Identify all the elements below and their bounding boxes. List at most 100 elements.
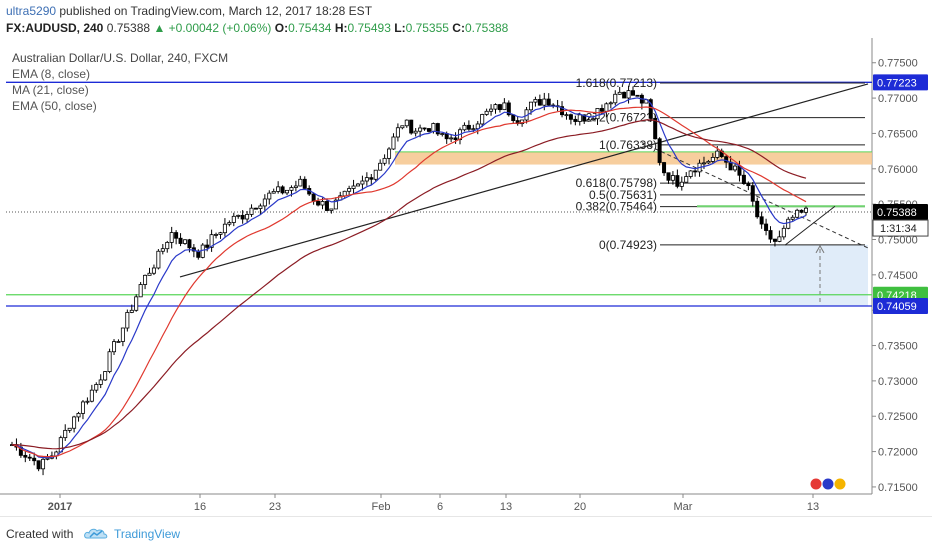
candle-body xyxy=(298,178,303,187)
event-marker-icon[interactable] xyxy=(809,477,823,491)
ema50-line xyxy=(11,119,807,450)
candle-body xyxy=(768,230,773,240)
candle-body xyxy=(222,223,227,234)
y-tick-label: 0.73000 xyxy=(878,376,918,388)
candle-body xyxy=(72,416,77,429)
candle-body xyxy=(582,114,587,122)
open-label: O: xyxy=(274,21,289,35)
fib-level-label: 0.618(0.75798) xyxy=(576,176,657,190)
close-label: C: xyxy=(452,21,465,35)
author-link[interactable]: ultra5290 xyxy=(6,4,57,18)
candle-body xyxy=(599,108,604,112)
candle-body xyxy=(178,237,183,244)
candle-body xyxy=(116,341,121,343)
candle-body xyxy=(795,209,800,218)
candle-body xyxy=(107,351,112,372)
legend-ma21[interactable]: MA (21, close) xyxy=(12,83,89,97)
candle-body xyxy=(604,103,609,112)
candle-body xyxy=(240,214,245,220)
ma21-line xyxy=(11,106,807,458)
candle-body xyxy=(333,199,338,210)
fib-level-label: 1.272(0.76723) xyxy=(576,111,657,125)
event-marker-icon[interactable] xyxy=(833,477,847,491)
candle-body xyxy=(267,192,272,200)
candle-body xyxy=(169,232,174,243)
countdown-text: 1:31:34 xyxy=(880,223,917,235)
candle-body xyxy=(205,244,210,248)
candle-body xyxy=(151,267,156,274)
candle-body xyxy=(236,214,241,217)
candle-body xyxy=(214,233,219,236)
candle-body xyxy=(94,384,99,391)
candle-body xyxy=(271,191,276,194)
x-tick-label: 6 xyxy=(437,501,443,513)
candle-body xyxy=(568,114,573,120)
candle-body xyxy=(617,91,622,95)
y-tick-label: 0.72000 xyxy=(878,447,918,459)
candle-body xyxy=(231,215,236,223)
candle-body xyxy=(471,128,476,131)
candle-body xyxy=(657,138,662,163)
fib-level-label: 0(0.74923) xyxy=(599,238,657,252)
candle-body xyxy=(187,239,192,249)
fib-level-label: 0.5(0.75631) xyxy=(589,188,657,202)
candle-body xyxy=(631,90,636,96)
candle-body xyxy=(759,216,764,225)
candle-body xyxy=(27,456,32,459)
event-marker-icon[interactable] xyxy=(821,477,835,491)
candle-body xyxy=(675,175,680,187)
candle-body xyxy=(684,176,689,183)
candle-body xyxy=(422,127,427,130)
candle-body xyxy=(728,161,733,171)
candle-body xyxy=(688,170,693,177)
candle-body xyxy=(533,99,538,103)
candle-body xyxy=(147,272,152,276)
fib-level-label: 1.618(0.77213) xyxy=(576,76,657,90)
candle-body xyxy=(679,181,684,187)
y-tick-label: 0.71500 xyxy=(878,482,918,494)
candle-body xyxy=(103,371,108,381)
candle-body xyxy=(750,185,755,202)
candle-body xyxy=(347,188,352,192)
close-value: 0.75388 xyxy=(464,21,509,35)
candle-body xyxy=(409,119,414,134)
candle-body xyxy=(32,457,37,462)
candle-body xyxy=(85,400,90,403)
candle-body xyxy=(316,200,321,206)
events-flag-icon[interactable] xyxy=(809,477,847,491)
candle-body xyxy=(258,205,263,209)
tradingview-logo-icon[interactable] xyxy=(84,526,110,542)
x-tick-label: 13 xyxy=(500,501,512,513)
candle-body xyxy=(302,178,307,189)
resistance-zone xyxy=(395,151,872,165)
candle-body xyxy=(564,114,569,117)
candle-body xyxy=(484,110,489,115)
candle-body xyxy=(670,175,675,181)
tradingview-link[interactable]: TradingView xyxy=(114,527,181,541)
candle-body xyxy=(138,284,143,298)
chart-area[interactable]: 0.775000.770000.765000.760000.755000.750… xyxy=(0,38,932,516)
candle-body xyxy=(218,232,223,235)
price-chart[interactable]: 0.775000.770000.765000.760000.755000.750… xyxy=(0,38,932,516)
projection-box xyxy=(770,244,868,307)
candle-body xyxy=(36,460,41,470)
candle-body xyxy=(435,123,440,135)
low-value: 0.75355 xyxy=(405,21,449,35)
fib-level-label: 1(0.76338) xyxy=(599,138,657,152)
low-label: L: xyxy=(394,21,406,35)
candle-body xyxy=(382,157,387,164)
y-tick-label: 0.76000 xyxy=(878,164,918,176)
candle-body xyxy=(591,118,596,121)
candle-body xyxy=(227,222,232,225)
candle-body xyxy=(418,127,423,132)
candle-body xyxy=(276,186,281,192)
candle-body xyxy=(134,296,139,311)
candle-body xyxy=(387,148,392,159)
price-axis-badge-text: 0.75388 xyxy=(877,207,917,219)
candle-body xyxy=(320,201,325,206)
legend-ema50[interactable]: EMA (50, close) xyxy=(12,99,97,113)
candle-body xyxy=(426,128,431,132)
candle-body xyxy=(626,90,631,99)
legend-ema8[interactable]: EMA (8, close) xyxy=(12,67,91,81)
candle-body xyxy=(781,227,786,238)
